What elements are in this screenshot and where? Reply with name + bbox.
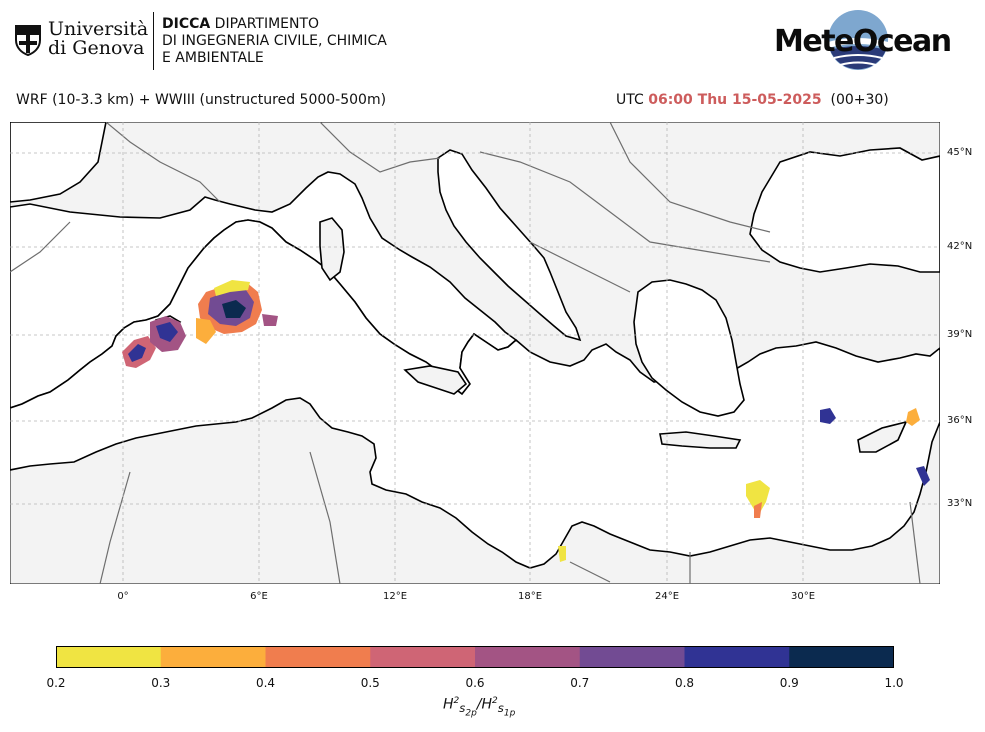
colorbar-segment <box>265 646 371 668</box>
colorbar-tick-label: 0.7 <box>570 676 590 690</box>
colorbar-tick-label: 0.6 <box>465 676 485 690</box>
colorbar-tick-label: 0.4 <box>255 676 276 690</box>
model-title: WRF (10-3.3 km) + WWIII (unstructured 50… <box>16 92 387 108</box>
map-canvas <box>10 122 940 584</box>
colorbar-segment <box>684 646 790 668</box>
lon-label-6e: 6°E <box>250 591 268 602</box>
colorbar-label: H2s2p/H2s1p <box>443 696 516 719</box>
crete <box>659 431 742 449</box>
colorbar-tick-label: 0.2 <box>46 676 66 690</box>
lon-label-0: 0° <box>117 591 129 602</box>
forecast-lead: (00+30) <box>830 92 889 108</box>
lat-label-45n: 45°N <box>947 147 973 158</box>
forecast-valid-time: 06:00 Thu 15-05-2025 <box>648 92 822 108</box>
lon-label-24e: 24°E <box>654 591 680 602</box>
dicca-line1: DIPARTIMENTO <box>214 16 320 32</box>
lon-label-18e: 18°E <box>517 591 543 602</box>
cyprus <box>857 420 908 453</box>
dicca-line2: DI INGEGNERIA CIVILE, CHIMICA <box>162 33 387 49</box>
meteocean-globe-icon <box>828 10 888 70</box>
lat-label-33n: 33°N <box>947 498 973 509</box>
meteocean-wordmark: MeteOcean <box>774 24 952 59</box>
dicca-wordmark: DICCA DIPARTIMENTO DI INGEGNERIA CIVILE,… <box>162 16 387 67</box>
dicca-bold: DICCA <box>162 16 211 32</box>
header-divider <box>153 12 154 70</box>
colorbar-segment <box>475 646 581 668</box>
meteocean-logo: MeteOcean <box>770 8 952 76</box>
unige-wordmark: Università di Genova <box>48 20 148 58</box>
colorbar-segment <box>789 646 894 668</box>
colorbar-tick-label: 1.0 <box>884 676 904 690</box>
colorbar-tick-label: 0.3 <box>151 676 171 690</box>
colorbar <box>56 646 894 668</box>
colorbar-tick-label: 0.5 <box>360 676 380 690</box>
colorbar-tick-label: 0.8 <box>674 676 695 690</box>
unige-shield-icon <box>15 25 41 56</box>
unige-logo: Università di Genova <box>14 16 154 60</box>
wave-ratio-field <box>122 280 930 562</box>
colorbar-segment <box>160 646 266 668</box>
colorbar-tick-label: 0.9 <box>779 676 799 690</box>
colorbar-frame <box>56 646 894 668</box>
colorbar-segment <box>56 646 162 668</box>
utc-prefix: UTC <box>616 92 644 108</box>
lon-label-12e: 12°E <box>382 591 408 602</box>
colorbar-segment <box>579 646 685 668</box>
dicca-line3: E AMBIENTALE <box>162 50 264 66</box>
lon-label-30e: 30°E <box>790 591 816 602</box>
lat-label-42n: 42°N <box>947 241 973 252</box>
colorbar-segment <box>370 646 476 668</box>
sardinia-corsica <box>319 217 345 282</box>
lat-label-36n: 36°N <box>947 415 973 426</box>
lat-label-39n: 39°N <box>947 329 973 340</box>
unige-line1: Università <box>48 18 149 40</box>
unige-line2: di Genova <box>48 37 145 59</box>
sicily <box>403 365 468 395</box>
forecast-time: UTC 06:00 Thu 15-05-2025 (00+30) <box>616 92 889 108</box>
